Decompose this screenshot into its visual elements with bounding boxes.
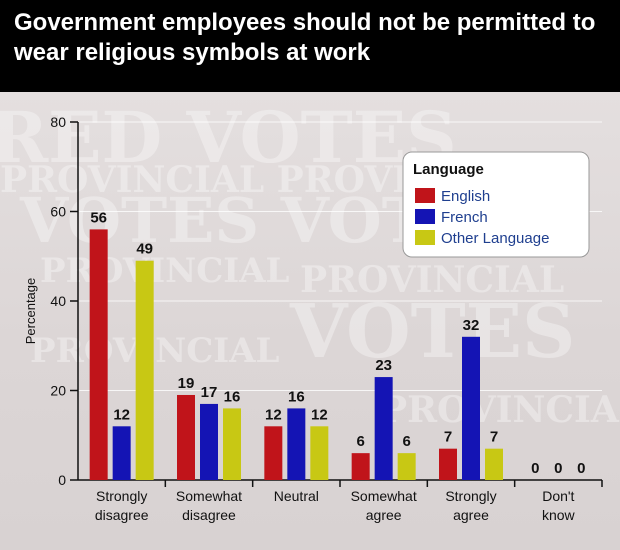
legend-item-label: English [441,188,490,205]
bar-value-label: 16 [224,388,241,405]
y-tick-label: 20 [50,383,66,399]
bar-english [177,394,195,480]
bar-other-language [135,260,154,480]
legend-title: Language [413,161,484,178]
bar-other-language [223,408,241,480]
bar-value-label: 32 [463,317,480,334]
y-tick-label: 60 [50,204,66,220]
bar-value-label: 12 [311,406,328,423]
x-category-label-line: Neutral [274,488,319,504]
bar-value-label: 0 [531,460,539,477]
x-category-label: Strongly agree [445,488,496,523]
legend-box [402,151,590,258]
grid-layer [78,121,602,391]
bar-french [287,408,306,480]
bar-value-label: 17 [201,384,218,401]
x-category-label-line: agree [366,507,402,523]
bar-value-label: 56 [90,209,107,226]
bar-value-label: 0 [577,460,585,477]
legend-swatch [415,188,435,203]
y-axis-title: Percentage [23,278,38,345]
x-category-label-line: Don't [542,488,574,504]
x-category-label-line: agree [453,507,489,523]
svg-text:PROVINCIAL: PROVINCIAL [30,331,280,371]
bar-other-language [397,453,416,480]
bar-french [374,377,393,480]
x-category-label: Somewhat disagree [176,488,242,523]
bar-english [439,448,457,480]
bar-value-label: 0 [554,460,562,477]
x-category-label: Strongly disagree [95,488,149,523]
bar-value-label: 6 [356,433,364,450]
x-category-label-line: disagree [182,507,236,523]
y-tick-label: 80 [50,114,66,130]
bar-value-label: 23 [375,357,392,374]
svg-text:PROVINCIAL: PROVINCIAL [300,259,564,301]
bar-layer [89,229,503,480]
x-category-label: Neutral [274,488,319,504]
bar-value-label: 12 [265,406,282,423]
bar-french [462,336,480,480]
bar-french [112,426,131,480]
y-tick-label: 0 [58,472,66,488]
label-layer: Strongly disagree 56 12 49 Somewhat disagree 19… [90,209,585,523]
legend-swatch [415,230,435,245]
svg-text:PROVINCIAL: PROVINCIAL [380,389,620,431]
bar-value-label: 7 [444,429,452,446]
x-category-label: Somewhat agree [351,488,417,523]
x-category-label-line: Strongly [96,488,147,504]
x-category-label-line: Somewhat [176,488,242,504]
svg-text:PROVINCIAL: PROVINCIAL [40,251,290,291]
x-category-label-line: Strongly [445,488,496,504]
bar-value-label: 7 [490,429,498,446]
bar-other-language [485,448,503,480]
x-category-label-line: disagree [95,507,149,523]
bar-french [200,403,218,480]
legend-swatch [415,209,435,224]
x-category-label-line: know [542,507,576,523]
legend-item-label: Other Language [441,230,549,247]
x-category-label: Don't know [542,488,576,523]
y-tick-label: 40 [50,293,66,309]
bar-english [351,453,370,480]
legend: Language English French Other Language [402,151,590,258]
bar-value-label: 12 [113,406,130,423]
x-category-label-line: Somewhat [351,488,417,504]
bar-english [89,229,108,480]
svg-text:VOTES: VOTES [289,289,576,375]
bar-value-label: 6 [402,433,410,450]
legend-item-label: French [441,209,488,226]
svg-text:RED VOTES: RED VOTES [0,96,457,179]
bar-value-label: 19 [178,375,195,392]
chart-title: Government employees should not be permi… [14,9,596,66]
bar-chart: RED VOTES PROVINCIAL PROVINCIAL VOTES VO… [0,96,620,523]
bar-value-label: 49 [136,241,153,258]
bar-value-label: 16 [288,388,305,405]
title-bar: Government employees should not be permi… [0,0,620,92]
bar-other-language [310,426,329,480]
bar-english [264,426,283,480]
